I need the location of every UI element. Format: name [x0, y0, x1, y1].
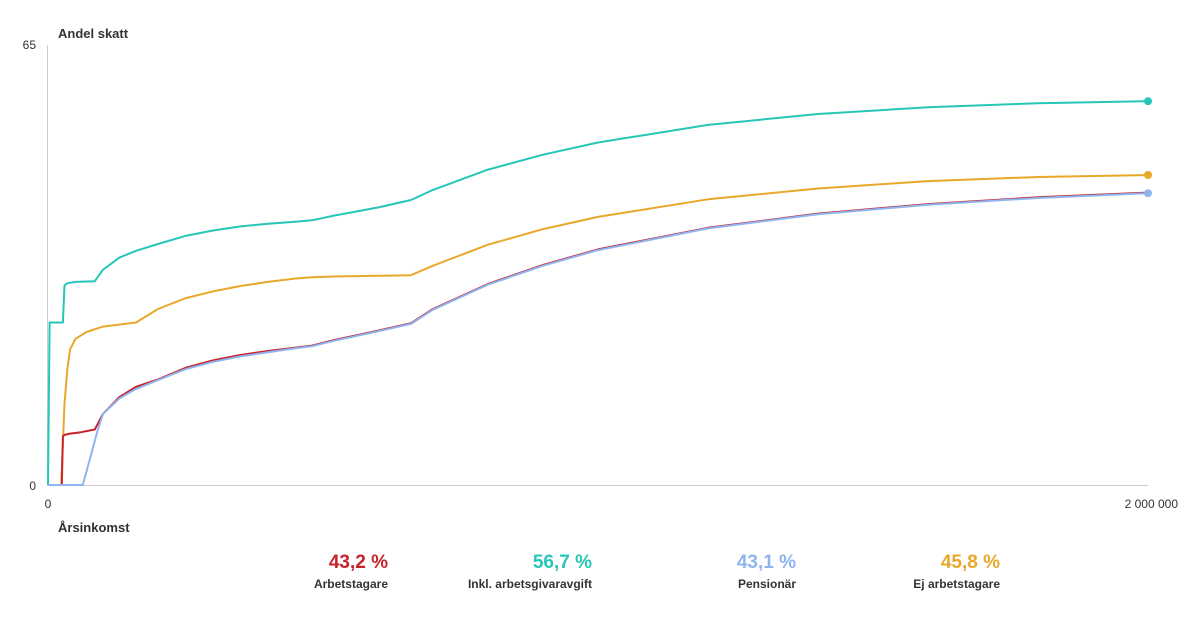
x-tick-max: 2 000 000: [1125, 497, 1179, 511]
legend-label-inkl-arbetsgivaravgift: Inkl. arbetsgivaravgift: [467, 577, 592, 591]
x-axis-title: Årsinkomst: [58, 520, 130, 535]
series-line-arbetstagare: [48, 191, 1149, 486]
y-tick-max: 65: [23, 38, 37, 52]
y-tick-min: 0: [29, 479, 36, 493]
series-group: [47, 97, 1152, 486]
legend-item-arbetstagare: 43,2 % Arbetstagare: [188, 552, 388, 592]
legend-value-ej-arbetstagare: 45,8 %: [940, 552, 1000, 573]
legend-value-pensionar: 43,1 %: [736, 552, 796, 573]
legend-label-arbetstagare: Arbetstagare: [313, 577, 388, 591]
legend-item-ej-arbetstagare: 45,8 % Ej arbetstagare: [800, 552, 1000, 592]
x-tick-min: 0: [45, 497, 52, 511]
legend-value-arbetstagare: 43,2 %: [328, 552, 388, 573]
series-end-marker-ej-arbetstagare: [1144, 171, 1152, 179]
series-line-pensionar: [48, 192, 1149, 486]
series-line-inkl-arbetsgivaravgift: [47, 100, 1149, 486]
series-line-ej-arbetstagare: [48, 174, 1149, 486]
legend-value-inkl-arbetsgivaravgift: 56,7 %: [532, 552, 592, 573]
legend-label-ej-arbetstagare: Ej arbetstagare: [913, 577, 1000, 591]
y-axis-title: Andel skatt: [58, 26, 129, 41]
legend-item-inkl-arbetsgivaravgift: 56,7 % Inkl. arbetsgivaravgift: [392, 552, 592, 592]
series-end-marker-inkl-arbetsgivaravgift: [1144, 97, 1152, 106]
series-end-marker-pensionar: [1144, 189, 1152, 198]
legend-label-pensionar: Pensionär: [737, 577, 796, 591]
legend-item-pensionar: 43,1 % Pensionär: [596, 552, 796, 592]
